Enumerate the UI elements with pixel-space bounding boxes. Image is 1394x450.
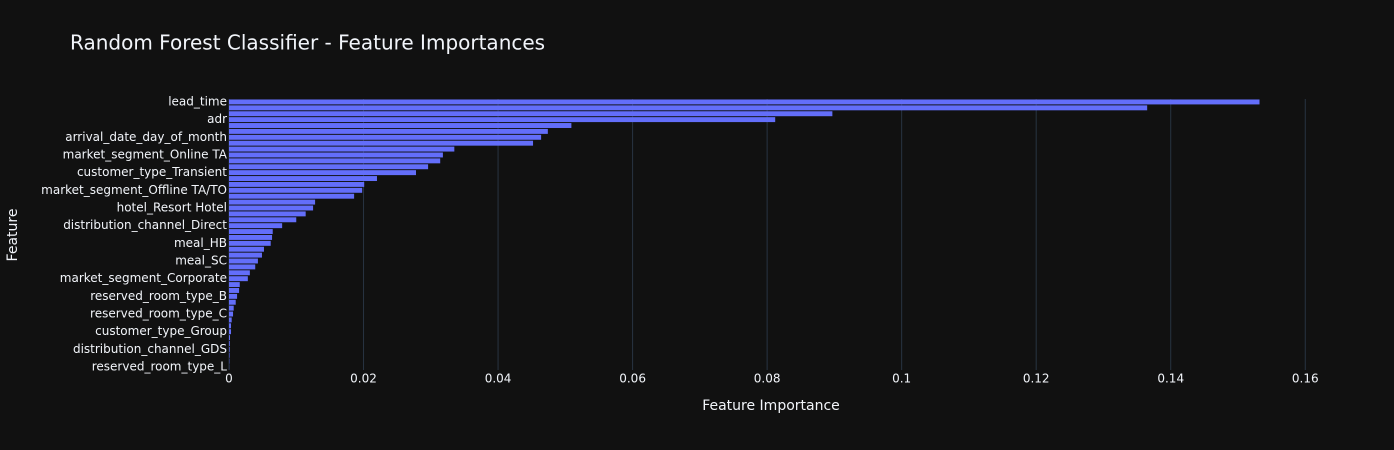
bar xyxy=(229,134,542,140)
y-tick-label: lead_time xyxy=(168,94,227,108)
bar xyxy=(229,335,231,341)
x-tick-label: 0 xyxy=(225,372,233,386)
y-tick-label: reserved_room_type_C xyxy=(90,307,227,321)
x-tick-label: 0.16 xyxy=(1292,372,1319,386)
bar xyxy=(229,240,271,246)
y-tick-label: market_segment_Online TA xyxy=(63,147,228,161)
bar xyxy=(229,323,232,329)
y-axis-title: Feature xyxy=(5,209,21,262)
bar xyxy=(229,264,256,270)
x-tick-label: 0.04 xyxy=(485,372,512,386)
bar xyxy=(229,317,232,323)
bar xyxy=(229,146,455,152)
bar xyxy=(229,270,250,276)
bar xyxy=(229,234,273,240)
bar xyxy=(229,199,316,205)
bar xyxy=(229,187,363,193)
y-tick-label: distribution_channel_Direct xyxy=(63,218,227,232)
bar xyxy=(229,352,230,358)
x-axis-title: Feature Importance xyxy=(702,398,840,414)
bar xyxy=(229,176,377,182)
x-tick-label: 0.12 xyxy=(1023,372,1050,386)
y-tick-label: market_segment_Corporate xyxy=(60,271,227,285)
x-tick-label: 0.02 xyxy=(350,372,377,386)
y-tick-label: customer_type_Transient xyxy=(77,165,227,179)
bar xyxy=(229,205,314,211)
y-tick-label: reserved_room_type_B xyxy=(90,289,227,303)
y-tick-label: arrival_date_day_of_month xyxy=(65,130,227,144)
bar xyxy=(229,164,429,170)
bar xyxy=(229,258,258,264)
x-tick-label: 0.08 xyxy=(754,372,781,386)
y-tick-label: meal_HB xyxy=(174,236,227,250)
bar xyxy=(229,128,548,134)
bar xyxy=(229,152,443,158)
bar xyxy=(229,282,240,288)
bar xyxy=(229,211,306,217)
chart-title: Random Forest Classifier - Feature Impor… xyxy=(70,31,545,55)
bar xyxy=(229,123,572,128)
bar xyxy=(229,158,441,164)
bar xyxy=(229,299,236,305)
bar xyxy=(229,276,248,282)
bar xyxy=(229,140,534,146)
bar xyxy=(229,105,1148,111)
bar xyxy=(229,246,264,252)
bar xyxy=(229,223,283,229)
bar xyxy=(229,311,234,317)
bar xyxy=(229,193,355,199)
bar xyxy=(229,341,230,346)
x-tick-label: 0.06 xyxy=(619,372,646,386)
bar xyxy=(229,305,234,311)
y-tick-label: meal_SC xyxy=(175,254,227,268)
y-tick-label: adr xyxy=(207,112,227,126)
x-tick-label: 0.1 xyxy=(892,372,911,386)
y-tick-label: reserved_room_type_L xyxy=(92,360,228,374)
y-tick-label: distribution_channel_GDS xyxy=(73,342,227,356)
bar xyxy=(229,217,297,223)
x-tick-label: 0.14 xyxy=(1157,372,1184,386)
bar xyxy=(229,346,230,352)
bar xyxy=(229,111,833,117)
bar xyxy=(229,329,232,335)
bar xyxy=(229,229,273,235)
bar xyxy=(229,287,240,293)
bar xyxy=(229,293,238,299)
bar xyxy=(229,252,262,258)
bar xyxy=(229,99,1260,105)
y-tick-label: customer_type_Group xyxy=(95,324,227,338)
y-tick-label: market_segment_Offline TA/TO xyxy=(41,183,227,197)
y-tick-label: hotel_Resort Hotel xyxy=(117,200,227,214)
bar xyxy=(229,117,776,123)
bar xyxy=(229,181,365,187)
bar xyxy=(229,170,416,176)
